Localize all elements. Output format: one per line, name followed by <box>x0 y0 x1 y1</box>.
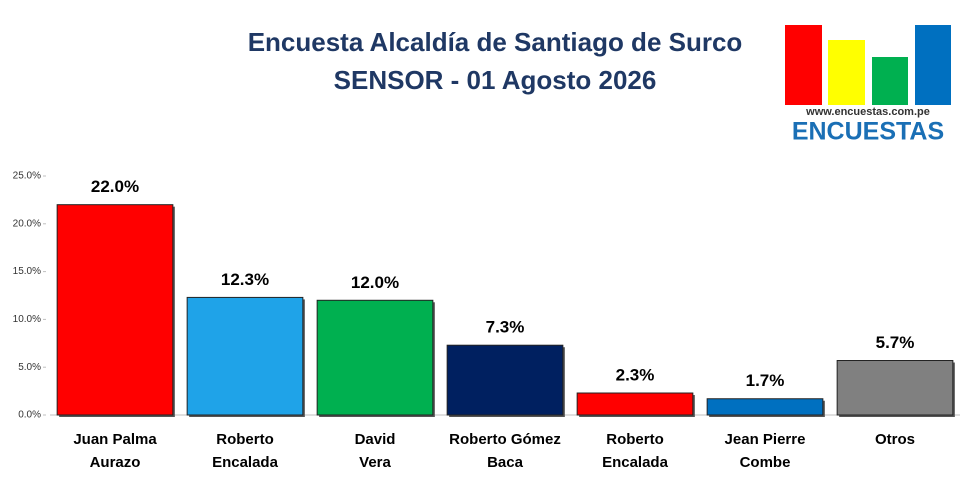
y-tick-label: 15.0% <box>13 266 41 277</box>
value-label: 12.0% <box>351 273 399 292</box>
y-tick-label: 5.0% <box>18 362 41 373</box>
x-tick-label: Baca <box>487 454 524 471</box>
x-tick-label: Aurazo <box>90 454 141 471</box>
y-tick-label: 25.0% <box>13 171 41 182</box>
bar <box>56 204 174 416</box>
y-tick-label: 0.0% <box>18 410 41 421</box>
bar <box>836 360 954 416</box>
value-label: 1.7% <box>746 371 785 390</box>
x-tick-label: Jean Pierre <box>725 431 806 448</box>
x-tick-label: Juan Palma <box>73 431 157 448</box>
bar <box>316 299 434 416</box>
bar <box>576 392 694 416</box>
x-tick-label: Roberto <box>606 431 664 448</box>
x-tick-label: Encalada <box>602 454 669 471</box>
x-tick-label: Combe <box>740 454 791 471</box>
logo-bar <box>785 25 822 105</box>
bar <box>186 296 304 416</box>
logo-bar <box>828 40 865 105</box>
value-label: 22.0% <box>91 177 139 196</box>
x-tick-label: Roberto <box>216 431 274 448</box>
bar <box>446 344 564 416</box>
bar <box>706 398 824 416</box>
y-tick-label: 20.0% <box>13 218 41 229</box>
logo-url: www.encuestas.com.pe <box>805 106 930 118</box>
chart-subtitle: SENSOR - 01 Agosto 2026 <box>334 65 657 95</box>
value-label: 5.7% <box>876 333 915 352</box>
x-tick-label: Encalada <box>212 454 279 471</box>
x-tick-label: Otros <box>875 431 915 448</box>
x-tick-label: David <box>355 431 396 448</box>
value-label: 2.3% <box>616 365 655 384</box>
x-tick-label: Roberto Gómez <box>449 431 561 448</box>
logo-bar <box>872 57 908 105</box>
logo-name: ENCUESTAS <box>792 118 944 146</box>
logo-bar <box>915 25 951 105</box>
value-label: 7.3% <box>486 318 525 337</box>
y-tick-label: 10.0% <box>13 314 41 325</box>
x-tick-label: Vera <box>359 454 391 471</box>
logo: www.encuestas.com.pe ENCUESTAS <box>785 25 951 146</box>
value-label: 12.3% <box>221 270 269 289</box>
chart-title: Encuesta Alcaldía de Santiago de Surco <box>248 27 743 57</box>
